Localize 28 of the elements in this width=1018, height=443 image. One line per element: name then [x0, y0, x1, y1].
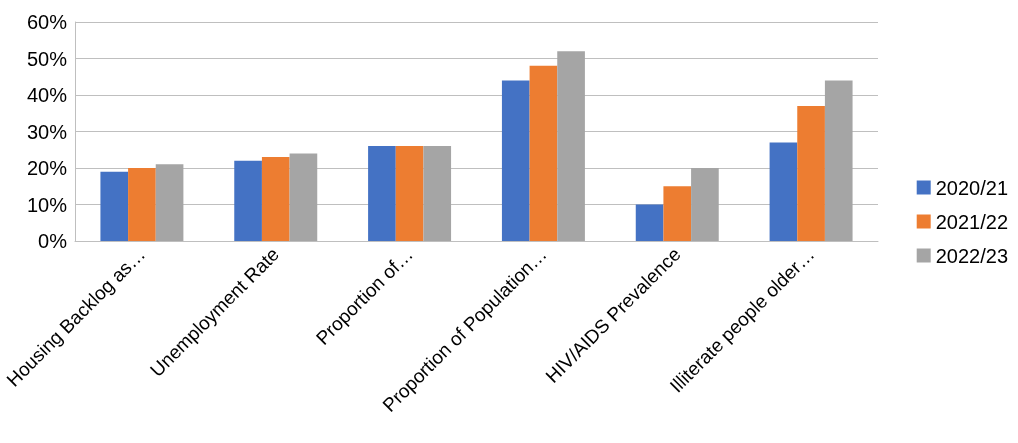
bar [155, 164, 184, 241]
legend-label: 2020/21 [935, 176, 1008, 199]
y-tick-label: 60% [26, 11, 68, 33]
bar [289, 153, 318, 241]
y-tick-label: 10% [26, 193, 68, 216]
bar [635, 204, 664, 241]
bar [501, 80, 530, 241]
bar [769, 142, 798, 241]
legend-label: 2022/23 [935, 244, 1008, 267]
y-tick-label: 40% [26, 84, 68, 106]
bar [128, 168, 156, 241]
bar [423, 146, 452, 241]
bar [368, 146, 396, 241]
bar [261, 157, 290, 241]
bar [797, 105, 825, 241]
legend-label: 2021/22 [935, 210, 1008, 233]
bar [663, 186, 692, 241]
bar [100, 171, 129, 241]
bar [395, 146, 424, 241]
bar [529, 65, 558, 241]
y-tick-label: 30% [26, 120, 68, 143]
bar [824, 80, 853, 241]
bar [234, 160, 262, 241]
y-tick-label: 20% [26, 157, 68, 179]
bar [557, 51, 585, 241]
y-tick-label: 0% [38, 230, 68, 252]
y-tick-label: 50% [26, 47, 68, 70]
bar [691, 168, 719, 241]
